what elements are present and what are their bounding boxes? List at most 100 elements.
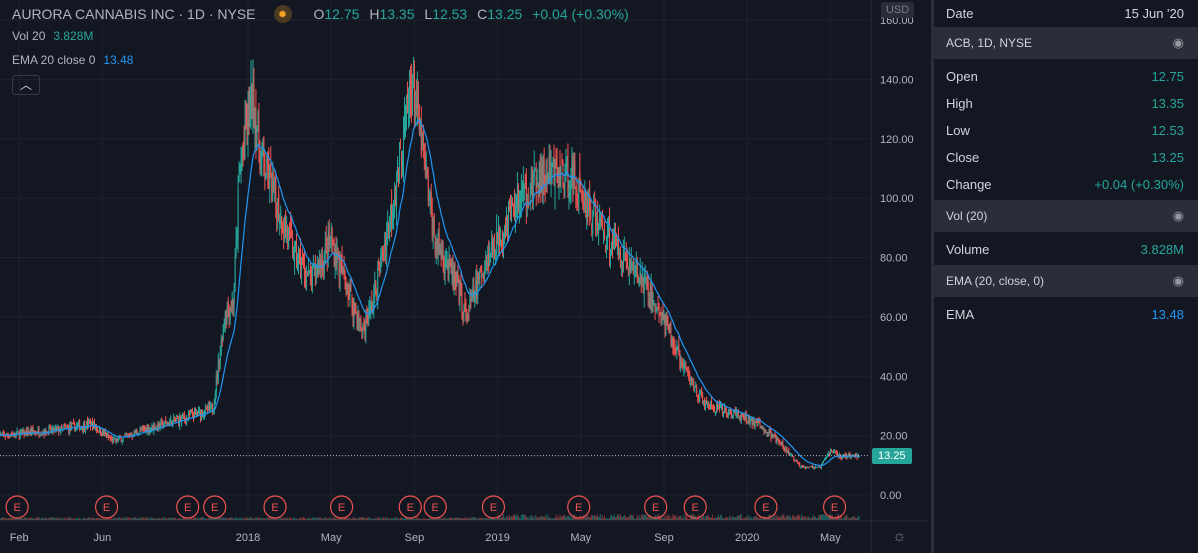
candle-body [834,451,836,453]
candle-body [589,195,591,212]
volume-bar [382,518,384,520]
candle-body [802,466,804,468]
candle-body [655,310,657,313]
volume-bar [773,514,775,520]
volume-bar [353,517,355,520]
candle-body [248,105,250,124]
candle-body [82,429,84,431]
candle-body [295,242,297,246]
candle-body [779,441,781,443]
eye-icon[interactable]: ◉ [1172,273,1184,288]
volume-bar [274,518,276,520]
candle-body [427,176,429,202]
eye-icon[interactable]: ◉ [1172,35,1184,50]
candle-body [105,432,107,438]
volume-bar [428,518,430,520]
candle-body [278,193,280,220]
currency-label: USD [881,2,915,18]
volume-bar [345,517,347,520]
volume-bar [517,515,519,520]
volume-bar [655,514,657,520]
volume-bar [68,517,70,520]
candle-body [572,156,574,186]
candle-body [111,438,113,443]
candle-body [117,438,119,442]
candle-body [133,431,135,437]
volume-bar [484,518,486,520]
candle-body [162,421,164,428]
candle-body [305,275,307,288]
candle-body [533,168,535,177]
candle-body [555,163,557,165]
candle-body [791,455,793,457]
volume-bar [133,517,135,520]
volume-bar [91,517,93,520]
volume-bar [64,517,66,520]
price-chart[interactable]: 0.0020.0040.0060.0080.00100.00120.00140.… [0,0,928,553]
volume-bar [850,517,852,520]
volume-bar [565,517,567,520]
volume-bar [260,517,262,520]
candle-body [47,433,49,435]
volume-bar [53,517,55,520]
candle-body [386,234,388,257]
volume-bar [472,517,474,520]
candle-body [258,119,260,147]
candle-body [184,415,186,419]
volume-bar [529,517,531,520]
candle-body [755,420,757,423]
candle-body [650,285,652,307]
volume-bar [237,518,239,520]
candle-body [104,431,106,435]
candle-body [800,467,802,469]
volume-bar [650,515,652,520]
volume-bar [165,517,167,520]
volume-bar [313,517,315,520]
candle-body [775,435,777,443]
candle-body [594,201,596,204]
candle-body [505,226,507,237]
volume-legend[interactable]: Vol 20 3.828M [12,29,94,43]
volume-bar [19,518,21,520]
volume-bar [157,517,159,520]
volume-bar [454,517,456,520]
volume-bar [614,517,616,520]
collapse-legend-button[interactable]: ︿ [12,75,40,95]
candle-body [781,442,783,444]
volume-bar [463,518,465,520]
volume-bar [169,517,171,520]
volume-bar [5,517,7,520]
volume-bar [522,514,524,520]
candle-body [372,304,374,307]
eye-icon[interactable]: ◉ [1172,208,1184,223]
volume-bar [600,514,602,520]
volume-bar [65,518,67,520]
volume-bar [220,518,222,520]
volume-bar [660,517,662,520]
volume-bar [819,514,821,520]
candle-body [206,407,208,411]
candle-body [678,344,680,352]
volume-bar [782,514,784,520]
volume-bar [306,518,308,520]
volume-bar [401,518,403,520]
candle-body [198,410,200,413]
low-label: Low [946,123,970,138]
volume-bar [712,514,714,520]
candle-body [487,253,489,269]
candle-body [195,413,197,415]
candle-body [151,424,153,431]
candle-body [526,206,528,208]
candle-body [244,116,246,152]
candle-body [376,293,378,295]
volume-bar [840,515,842,520]
candle-body [770,431,772,439]
volume-bar [559,514,561,520]
volume-bar [88,517,90,520]
candle-body [550,167,552,178]
candle-body [668,327,670,334]
ema-legend[interactable]: EMA 20 close 0 13.48 [12,53,134,67]
settings-gear-icon[interactable]: ☼ [892,528,907,545]
volume-bar [797,515,799,520]
volume-bar [102,517,104,520]
